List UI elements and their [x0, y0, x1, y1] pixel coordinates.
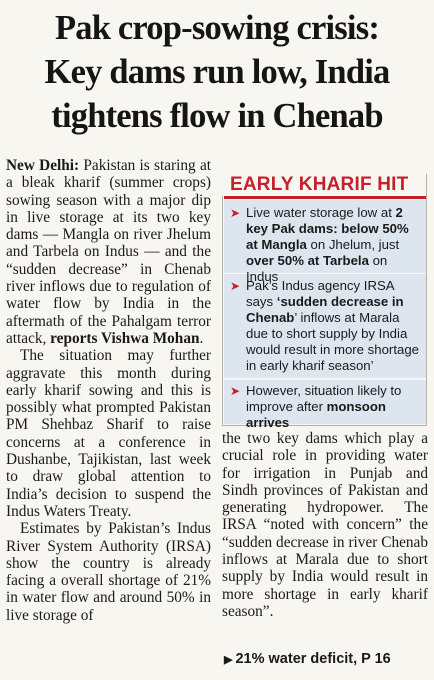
byline: reports Vishwa Mohan — [50, 329, 200, 347]
arrow-right-icon: ➤ — [230, 206, 241, 220]
dateline: New Delhi: — [6, 157, 80, 174]
byline-end: . — [199, 329, 204, 347]
sidebar-title: EARLY KHARIF HIT — [222, 174, 426, 196]
right-column: the two key dams which play a crucial ro… — [222, 430, 428, 620]
headline-line-1: Pak crop-sowing crisis: — [54, 9, 380, 47]
sidebar-item-2: ➤ Pak’s Indus agency IRSA says ‘sudden d… — [224, 278, 424, 374]
arrow-right-icon: ➤ — [230, 279, 241, 293]
sidebar-divider — [224, 196, 426, 199]
sidebar-item-2-text-c: ’ inflows at Marala due to short supply … — [246, 310, 419, 373]
sidebar-item-1-text-d: over 50% at Tarbela — [246, 253, 369, 268]
headline-line-3: tightens flow in Chenab — [51, 97, 383, 135]
sidebar-item-2-text-b: ‘sudden decrease in Chenab — [246, 294, 404, 325]
triangle-right-icon: ▶ — [224, 654, 233, 666]
headline-line-2: Key dams run low, India — [44, 53, 391, 91]
paragraph-1: New Delhi: Pakistan is staring at a blea… — [6, 157, 211, 347]
sidebar-item-1: ➤ Live water storage low at 2 key Pak da… — [224, 205, 424, 285]
sidebar-item-2-text-a: Pak’s Indus agency IRSA says — [246, 278, 394, 309]
right-paragraph-1: the two key dams which play a crucial ro… — [222, 430, 428, 620]
paragraph-3: Estimates by Pakistan’s Indus River Syst… — [6, 520, 211, 624]
sidebar-item-2-background — [224, 274, 426, 378]
sidebar-item-3-text-b: monsoon arrives — [246, 399, 386, 430]
headline: Pak crop-sowing crisis: Key dams run low… — [8, 6, 426, 138]
paragraph-1-text: Pakistan is staring at a bleak kharif (s… — [6, 157, 211, 347]
sidebar-item-3-background — [224, 380, 426, 424]
sidebar-item-3: ➤ However, situation likely to improve a… — [224, 383, 424, 431]
sidebar-item-3-text-a: However, situation likely to improve aft… — [246, 383, 402, 414]
sidebar-item-1-text-e: on Indus — [246, 253, 388, 284]
arrow-right-icon: ➤ — [230, 384, 241, 398]
sidebar-item-1-background — [224, 200, 426, 273]
paragraph-2: The situation may further aggravate this… — [6, 347, 211, 520]
sidebar-item-1-text-c: on Jhelum, just — [306, 237, 400, 252]
sidebar-item-1-text-b: 2 key Pak dams: below 50% at Mangla — [246, 205, 409, 252]
sidebar-item-1-text-a: Live water storage low at — [246, 205, 396, 220]
continued-reference: ▶ 21% water deficit, P 16 — [224, 650, 391, 669]
left-column: New Delhi: Pakistan is staring at a blea… — [6, 157, 211, 624]
continued-reference-text: 21% water deficit, P 16 — [235, 651, 391, 667]
